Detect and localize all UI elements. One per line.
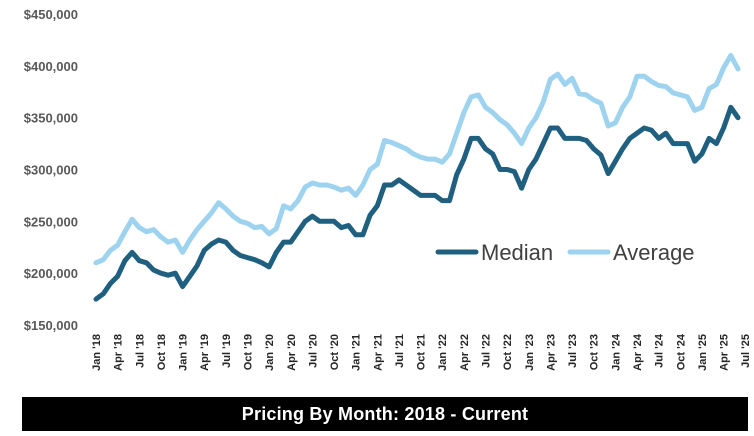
x-tick-label: Jul '20: [307, 334, 319, 368]
series-line-average: [93, 53, 741, 266]
legend-label-median: Median: [481, 240, 553, 265]
x-tick-label: Apr '22: [459, 334, 471, 371]
y-tick-label: $450,000: [24, 7, 78, 22]
x-tick-label: Apr '25: [719, 334, 731, 371]
legend: Median Average: [435, 240, 695, 265]
x-tick-label: Apr '21: [372, 334, 384, 371]
x-tick-label: Apr '19: [199, 334, 211, 371]
y-tick-label: $300,000: [24, 163, 78, 178]
x-tick-label: Jan '24: [610, 333, 622, 371]
x-tick-label: Apr '23: [545, 334, 557, 371]
x-tick-label: Jul '24: [654, 333, 666, 368]
x-tick-label: Jul '18: [134, 334, 146, 368]
caption-text: Pricing By Month: 2018 - Current: [241, 403, 529, 424]
x-tick-label: Oct '22: [502, 334, 514, 370]
x-tick-label: Oct '20: [329, 334, 341, 370]
legend-label-average: Average: [613, 240, 695, 265]
y-tick-label: $150,000: [24, 318, 78, 333]
x-tick-label: Oct '23: [589, 334, 601, 370]
x-tick-label: Jul '25: [740, 334, 752, 368]
x-tick-label: Oct '18: [156, 334, 168, 370]
y-axis-tick-labels: $150,000 $200,000 $250,000 $300,000 $350,000…: [24, 7, 78, 333]
x-tick-label: Oct '19: [242, 334, 254, 370]
x-tick-label: Apr '18: [113, 334, 125, 371]
x-tick-label: Jul '19: [221, 334, 233, 368]
y-tick-label: $350,000: [24, 111, 78, 126]
y-tick-label: $250,000: [24, 214, 78, 229]
x-tick-label: Jan '21: [351, 334, 363, 371]
x-tick-label: Jul '21: [394, 334, 406, 368]
series-line-median: [93, 104, 741, 302]
x-tick-label: Oct '21: [416, 334, 428, 370]
caption-bar: Pricing By Month: 2018 - Current: [22, 397, 748, 431]
pricing-line-chart: $150,000 $200,000 $250,000 $300,000 $350,000…: [24, 7, 752, 371]
x-axis-tick-labels: Jan '18 Apr '18 Jul '18 Oct '18 Jan '19 Apr '…: [91, 333, 752, 371]
x-tick-label: Jan '22: [437, 334, 449, 371]
x-tick-label: Oct '24: [675, 333, 687, 370]
x-tick-label: Jan '23: [524, 334, 536, 371]
x-tick-label: Jul '23: [567, 334, 579, 368]
x-tick-label: Jul '22: [481, 334, 493, 368]
y-tick-label: $400,000: [24, 59, 78, 74]
x-tick-label: Apr '20: [286, 334, 298, 371]
series-lines: [93, 53, 741, 302]
x-tick-label: Jan '18: [91, 334, 103, 371]
x-tick-label: Apr '24: [632, 333, 644, 371]
y-tick-label: $200,000: [24, 266, 78, 281]
x-tick-label: Jan '19: [178, 334, 190, 371]
x-tick-label: Jan '25: [697, 334, 709, 371]
x-tick-label: Jan '20: [264, 334, 276, 371]
